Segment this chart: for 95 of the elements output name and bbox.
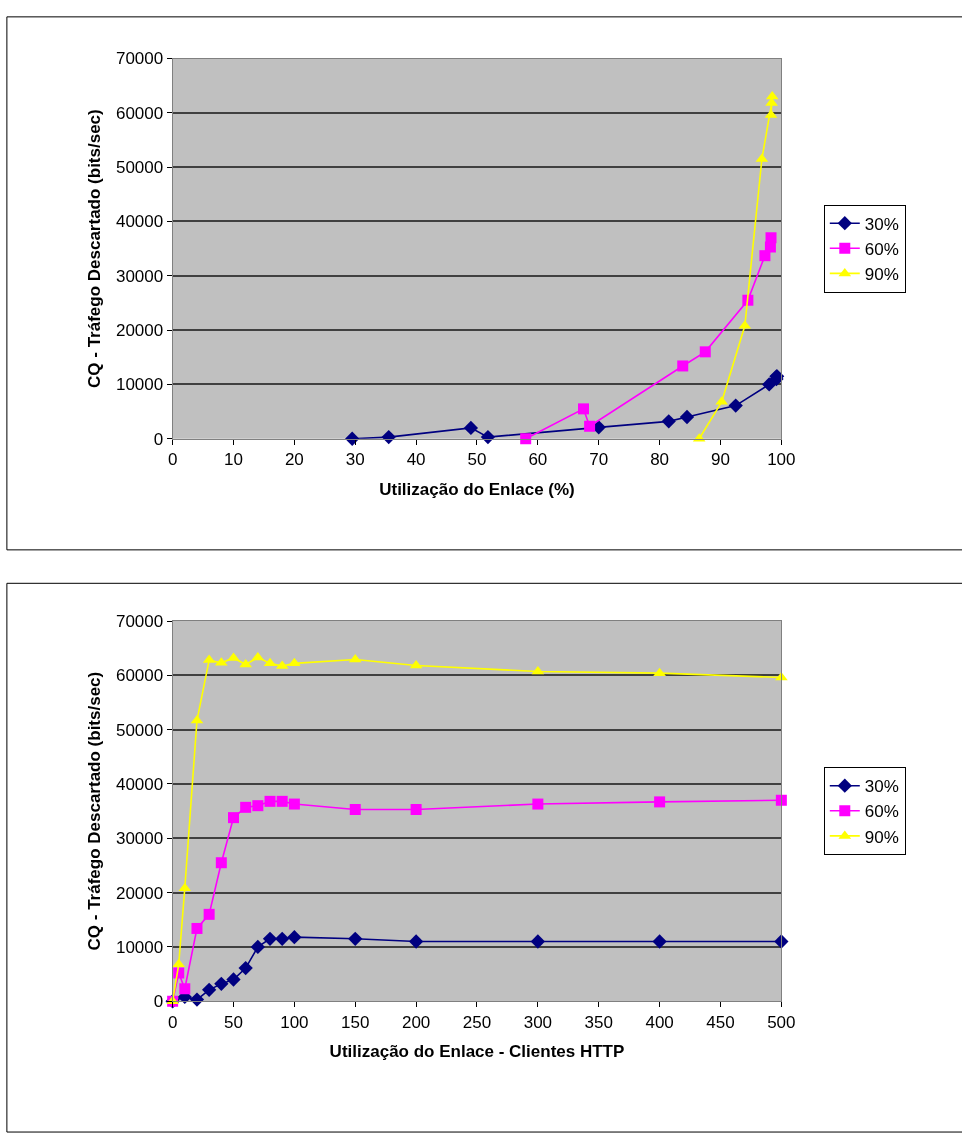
point <box>215 857 227 869</box>
point <box>288 798 300 810</box>
y-tick-label: 70000 <box>115 49 164 69</box>
point <box>263 657 277 667</box>
point <box>654 796 666 808</box>
x-tick-label: 20 <box>284 450 304 470</box>
point <box>480 429 496 445</box>
y-tick-label: 10000 <box>115 937 164 957</box>
point <box>179 983 191 995</box>
point <box>520 433 532 445</box>
point <box>239 658 253 668</box>
x-tick-label: 100 <box>280 1012 309 1032</box>
x-axis-title: Utilização do Enlace (%) <box>379 479 575 499</box>
x-tick-label: 50 <box>224 1012 243 1032</box>
x-tick-label: 90 <box>711 450 730 470</box>
x-tick-label: 150 <box>341 1012 370 1032</box>
point <box>532 798 544 810</box>
y-tick-label: 70000 <box>115 611 164 631</box>
y-tick-label: 50000 <box>115 158 164 178</box>
point <box>463 420 479 436</box>
point <box>201 982 217 997</box>
point <box>240 801 252 813</box>
point <box>214 976 229 992</box>
legend-label: 90% <box>864 827 899 847</box>
point <box>679 409 695 425</box>
legend-label: 60% <box>864 802 899 822</box>
point <box>699 346 711 358</box>
point <box>764 241 776 253</box>
point <box>348 931 363 946</box>
point <box>275 931 290 946</box>
y-tick-label: 20000 <box>115 321 164 341</box>
x-tick-label: 30 <box>345 450 365 470</box>
point <box>252 800 264 812</box>
point <box>226 972 241 987</box>
legend-label: 30% <box>864 777 899 797</box>
point <box>652 934 667 949</box>
point <box>765 232 777 244</box>
x-tick-label: 350 <box>584 1012 613 1032</box>
x-tick-label: 200 <box>401 1012 431 1032</box>
y-tick-label: 0 <box>153 429 164 449</box>
point <box>172 958 186 968</box>
x-tick-label: 500 <box>767 1012 796 1032</box>
point <box>408 934 424 949</box>
y-axis-title: CQ - Tráfego Descartado (bits/sec) <box>85 109 105 388</box>
point <box>191 922 203 934</box>
point <box>227 812 239 824</box>
x-tick-label: 100 <box>767 450 796 470</box>
x-tick-label: 450 <box>706 1012 735 1032</box>
x-tick-label: 50 <box>467 450 487 470</box>
point <box>578 403 590 415</box>
x-tick-label: 60 <box>528 450 548 470</box>
x-tick-label: 0 <box>167 450 178 470</box>
point <box>190 714 204 724</box>
point <box>287 930 302 945</box>
point <box>264 795 276 807</box>
y-tick-label: 40000 <box>115 774 164 794</box>
point <box>584 420 596 432</box>
point <box>728 398 743 413</box>
x-tick-label: 40 <box>406 450 426 470</box>
point <box>203 908 215 920</box>
x-tick-label: 80 <box>650 450 670 470</box>
point <box>530 934 546 949</box>
x-tick-label: 250 <box>462 1012 492 1032</box>
x-tick-label: 10 <box>224 450 243 470</box>
point <box>762 377 777 392</box>
y-tick-label: 50000 <box>115 720 164 740</box>
y-tick-label: 60000 <box>115 103 164 123</box>
x-tick-label: 400 <box>645 1012 674 1032</box>
y-tick-label: 20000 <box>115 883 164 903</box>
legend-label: 90% <box>864 265 899 285</box>
point <box>661 414 676 429</box>
point <box>345 431 360 446</box>
point <box>238 960 253 976</box>
point <box>250 939 265 955</box>
legend-label: 60% <box>864 239 899 259</box>
x-axis-title: Utilização do Enlace - Clientes HTTP <box>329 1042 625 1062</box>
point <box>262 931 278 946</box>
x-tick-label: 300 <box>523 1012 553 1032</box>
y-tick-label: 30000 <box>115 266 164 286</box>
legend-label: 30% <box>864 214 899 234</box>
point <box>178 882 192 892</box>
point <box>410 804 422 815</box>
x-tick-label: 0 <box>167 1012 178 1032</box>
point <box>251 651 265 661</box>
point <box>349 804 361 815</box>
x-tick-label: 70 <box>589 450 609 470</box>
point <box>288 657 301 667</box>
y-tick-label: 0 <box>153 992 164 1012</box>
y-tick-label: 30000 <box>115 829 164 849</box>
y-axis-title: CQ - Tráfego Descartado (bits/sec) <box>85 671 105 951</box>
point <box>677 360 689 372</box>
y-tick-label: 40000 <box>115 212 164 232</box>
y-tick-label: 60000 <box>115 666 164 686</box>
point <box>276 795 288 807</box>
y-tick-label: 10000 <box>115 375 164 395</box>
